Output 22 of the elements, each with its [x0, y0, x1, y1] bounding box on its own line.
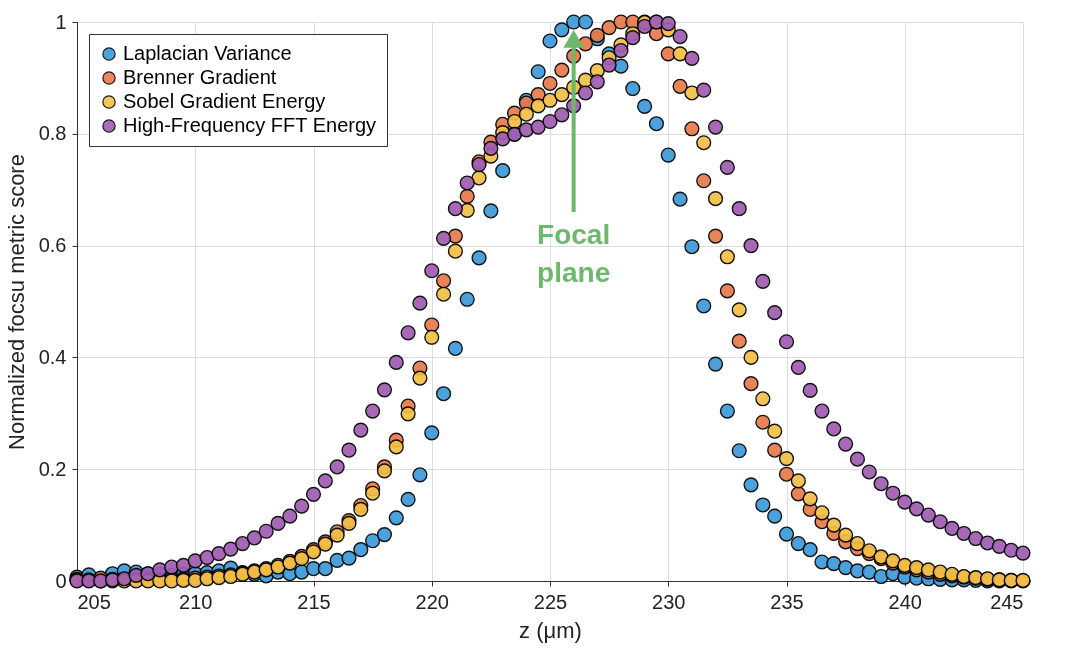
y-tick-label: 1 [55, 10, 67, 33]
y-tick-label: 0.6 [38, 234, 67, 257]
legend-label: Laplacian Variance [123, 42, 292, 64]
x-axis-title: z (μm) [519, 617, 582, 643]
x-tick-label: 230 [652, 590, 686, 613]
y-tick-label: 0.4 [38, 345, 67, 368]
x-tick-label: 240 [888, 590, 922, 613]
legend-label: Sobel Gradient Energy [123, 90, 326, 112]
x-tick-label: 235 [770, 590, 804, 613]
legend-label: High-Frequency FFT Energy [123, 114, 377, 136]
x-tick-label: 215 [297, 590, 331, 613]
y-tick-label: 0 [55, 569, 67, 592]
y-axis-title: Normalized focsu metric score [3, 154, 29, 450]
x-tick-label: 210 [179, 590, 213, 613]
annotation: Focal plane [537, 219, 611, 288]
legend-label: Brenner Gradient [123, 66, 277, 88]
x-tick-label: 220 [415, 590, 449, 613]
x-tick-label: 205 [77, 590, 111, 613]
y-tick-label: 0.2 [38, 457, 67, 480]
x-tick-label: 225 [533, 590, 568, 613]
x-tick-label: 245 [990, 590, 1024, 613]
y-tick-label: 0.8 [38, 122, 67, 145]
